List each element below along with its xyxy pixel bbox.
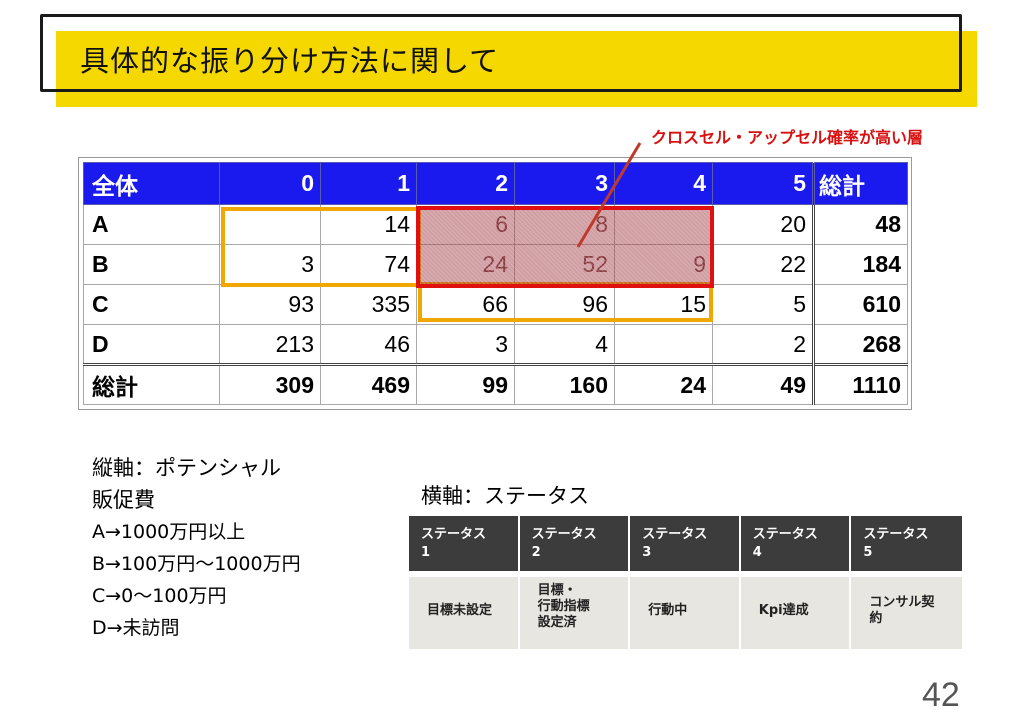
status-value-cell: 目標・ 行動指標 設定済 (519, 577, 631, 649)
header-cell: 3 (514, 162, 615, 205)
page-number: 42 (922, 676, 960, 714)
status-header-label: ステータス (421, 527, 487, 542)
table-row: D 213 46 3 4 2 268 (83, 324, 908, 365)
column-total-cell: 24 (614, 363, 713, 405)
vertical-axis-item: C→0～100万円 (92, 585, 227, 607)
cross-table-header-row: 全体 0 1 2 3 4 5 総計 (83, 162, 908, 205)
vertical-axis-legend: 縦軸：ポテンシャル 販促費 A→1000万円以上 B→100万円～1000万円 … (92, 452, 301, 644)
status-value-text: 目標未設定 (427, 603, 493, 618)
status-header-cell: ステータス 1 (409, 516, 520, 571)
column-total-cell: 160 (514, 363, 615, 405)
status-header-number: 3 (642, 545, 652, 560)
status-value-cell: Kpi達成 (740, 577, 852, 649)
table-cell: 46 (320, 324, 417, 365)
status-header-label: ステータス (863, 527, 929, 542)
table-cell: 5 (712, 284, 814, 325)
row-label: 総計 (83, 363, 220, 405)
column-total-cell: 49 (712, 363, 814, 405)
highlight-red-target (416, 206, 714, 288)
vertical-axis-item: A→1000万円以上 (92, 521, 246, 543)
row-total-cell: 610 (812, 284, 908, 325)
row-total-cell: 184 (812, 244, 908, 285)
vertical-axis-heading: 縦軸：ポテンシャル (92, 456, 281, 480)
table-cell: 4 (514, 324, 615, 365)
status-header-cell: ステータス 4 (740, 516, 852, 571)
table-cell: 24 (416, 244, 515, 285)
status-header-number: 1 (421, 545, 431, 560)
table-cell: 3 (416, 324, 515, 365)
status-value-text: 目標・ (537, 583, 577, 598)
grand-total-cell: 1110 (812, 363, 908, 405)
status-header-cell: ステータス 3 (630, 516, 741, 571)
status-value-text: コンサル契 (869, 595, 935, 610)
status-value-cell: 目標未設定 (409, 577, 520, 649)
row-label: D (83, 324, 220, 365)
table-row: B 3 74 24 52 9 22 184 (83, 244, 908, 285)
callout-label: クロスセル・アップセル確率が高い層 (651, 128, 924, 147)
table-total-row: 総計 309 469 99 160 24 49 1110 (83, 363, 908, 405)
table-cell: 52 (514, 244, 615, 285)
column-total-cell: 99 (416, 363, 515, 405)
title-banner-frame (40, 14, 962, 92)
status-header-number: 5 (863, 545, 873, 560)
status-value-text: 設定済 (537, 615, 577, 630)
status-header-number: 2 (531, 545, 541, 560)
title-banner-background (56, 31, 977, 107)
status-value-text: 行動指標 (537, 599, 590, 614)
cross-table: 全体 0 1 2 3 4 5 総計 A 14 6 8 20 48 B 3 74 … (83, 162, 908, 405)
row-label: A (83, 204, 220, 245)
vertical-axis-item: B→100万円～1000万円 (92, 553, 301, 575)
column-total-cell: 469 (320, 363, 417, 405)
status-header-label: ステータス (752, 527, 818, 542)
status-header-number: 4 (752, 545, 762, 560)
row-total-cell: 268 (812, 324, 908, 365)
status-value-text: 約 (869, 611, 883, 626)
status-gap-row (409, 571, 962, 577)
table-row: A 14 6 8 20 48 (83, 204, 908, 245)
vertical-axis-item: D→未訪問 (92, 617, 180, 639)
horizontal-axis-heading: 横軸：ステータス (421, 484, 589, 508)
status-header-cell: ステータス 5 (851, 516, 962, 571)
status-header-row: ステータス 1 ステータス 2 ステータス 3 ステータス 4 ステータス 5 (409, 516, 962, 571)
status-value-cell: 行動中 (630, 577, 741, 649)
status-header-label: ステータス (642, 527, 708, 542)
header-cell: 2 (416, 162, 515, 205)
status-header-cell: ステータス 2 (519, 516, 631, 571)
table-cell: 2 (712, 324, 814, 365)
row-total-cell: 48 (812, 204, 908, 245)
slide-title: 具体的な振り分け方法に関して (80, 44, 500, 78)
status-value-row: 目標未設定 目標・ 行動指標 設定済 行動中 Kpi達成 コンサル契約 (409, 577, 962, 649)
row-label: C (83, 284, 220, 325)
header-cell: 総計 (812, 162, 908, 205)
status-header-label: ステータス (531, 527, 597, 542)
table-cell: 74 (320, 244, 417, 285)
status-value-text: 行動中 (648, 603, 688, 618)
status-table: ステータス 1 ステータス 2 ステータス 3 ステータス 4 ステータス 5 目標未設定… (409, 516, 962, 649)
column-total-cell: 309 (219, 363, 321, 405)
table-cell (614, 204, 713, 245)
vertical-axis-subheading: 販促費 (92, 488, 155, 512)
header-cell: 5 (712, 162, 814, 205)
status-value-cell: コンサル契約 (851, 577, 962, 649)
status-value-text: Kpi達成 (758, 603, 809, 618)
cross-table-frame: 全体 0 1 2 3 4 5 総計 A 14 6 8 20 48 B 3 74 … (78, 157, 912, 410)
